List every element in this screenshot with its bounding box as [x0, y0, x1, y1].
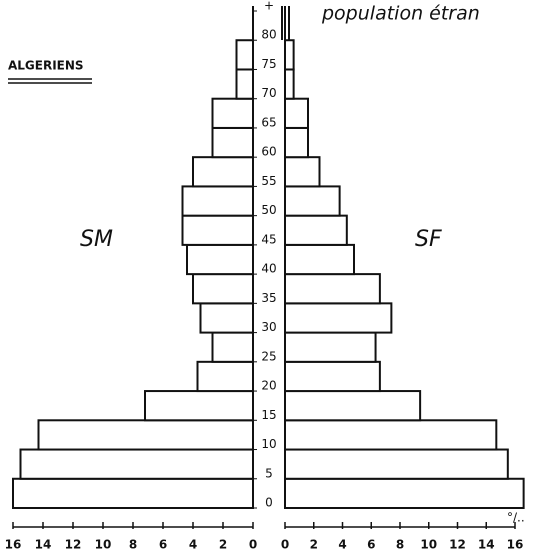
bar [284, 156, 321, 188]
bar [284, 97, 309, 129]
x-tick-label: 0 [249, 538, 257, 552]
bar [284, 331, 377, 363]
bar [284, 448, 509, 480]
bar [12, 477, 254, 510]
y-tick-label: 15 [261, 408, 276, 422]
bar [37, 419, 254, 451]
x-tick-label: 4 [338, 538, 346, 552]
bar [181, 214, 254, 246]
legend-label: SF [415, 227, 442, 252]
y-tick-label: 50 [261, 203, 276, 217]
bar [211, 97, 254, 129]
bar [211, 331, 254, 363]
bar [284, 477, 525, 510]
y-tick-label: 30 [261, 320, 276, 334]
x-tick-label: 10 [420, 538, 437, 552]
y-tick-label: 25 [261, 349, 276, 363]
bar [192, 156, 254, 188]
y-tick-label: 5 [265, 466, 273, 480]
y-tick-label: 65 [261, 115, 276, 129]
bar [211, 126, 254, 159]
x-tick-label: 16 [507, 538, 524, 552]
y-tick-label: 75 [261, 57, 276, 71]
y-tick-label: 55 [261, 174, 276, 188]
y-tick-label: 0 [265, 496, 273, 510]
bar [181, 185, 254, 217]
y-tick-label: 80 [261, 28, 276, 42]
y-tick-label: 20 [261, 379, 276, 393]
x-tick-label: 2 [310, 538, 318, 552]
bar [284, 39, 295, 71]
x-tick-label: 10 [95, 538, 112, 552]
x-tick-label: 12 [449, 538, 466, 552]
x-tick-label: 16 [5, 538, 22, 552]
bar [235, 68, 254, 100]
bar [284, 243, 355, 276]
x-tick-label: 6 [159, 538, 167, 552]
x-tick-label: 8 [129, 538, 137, 552]
x-tick-label: 2 [219, 538, 227, 552]
bar [284, 302, 393, 334]
bar [196, 360, 254, 393]
bar [284, 360, 381, 393]
y-tick-label: 35 [261, 291, 276, 305]
y-tick-label: 70 [261, 86, 276, 100]
bar [144, 390, 254, 422]
chart-title: population étran [321, 3, 480, 25]
bar [199, 302, 254, 334]
bar [186, 243, 254, 276]
bar [284, 185, 341, 217]
x-tick-label: 14 [478, 538, 495, 552]
y-tick-label: 40 [261, 262, 276, 276]
y-tick-label: + [264, 0, 274, 13]
x-tick-label: 6 [367, 538, 375, 552]
bar [19, 448, 254, 480]
x-tick-label: 0 [281, 538, 289, 552]
unit-label: °/.. [507, 511, 525, 525]
bar [284, 214, 348, 246]
y-tick-label: 10 [261, 437, 276, 451]
x-tick-label: 4 [189, 538, 197, 552]
bar [192, 273, 254, 305]
legend-label: SM [80, 227, 113, 252]
x-tick-label: 12 [65, 538, 82, 552]
bar [284, 419, 498, 451]
bar [284, 126, 309, 159]
bar [284, 390, 422, 422]
bar [235, 39, 254, 71]
bar [284, 273, 381, 305]
chart-subtitle: ALGERIENS [8, 59, 84, 73]
y-tick-label: 60 [261, 145, 276, 159]
y-tick-label: 45 [261, 232, 276, 246]
x-tick-label: 8 [396, 538, 404, 552]
bar [284, 68, 295, 100]
x-tick-label: 14 [35, 538, 52, 552]
